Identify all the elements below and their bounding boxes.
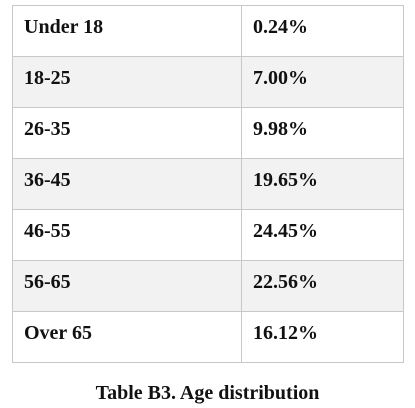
table-caption: Table B3. Age distribution [95,382,320,404]
percentage-cell: 7.00% [241,56,404,108]
percentage-cell: 24.45% [241,209,404,261]
table-row: 18-25 7.00% [12,56,404,108]
table-row: 26-35 9.98% [12,107,404,159]
age-group-cell: Over 65 [12,311,242,363]
percentage-cell: 19.65% [241,158,404,210]
table-row: Under 18 0.24% [12,5,404,57]
age-group-cell: 36-45 [12,158,242,210]
percentage-cell: 9.98% [241,107,404,159]
table-row: 56-65 22.56% [12,260,404,312]
percentage-cell: 22.56% [241,260,404,312]
table-row: Over 65 16.12% [12,311,404,363]
percentage-cell: 16.12% [241,311,404,363]
age-group-cell: 46-55 [12,209,242,261]
age-group-cell: Under 18 [12,5,242,57]
age-group-cell: 26-35 [12,107,242,159]
age-group-cell: 18-25 [12,56,242,108]
age-group-cell: 56-65 [12,260,242,312]
table-row: 36-45 19.65% [12,158,404,210]
percentage-cell: 0.24% [241,5,404,57]
table-row: 46-55 24.45% [12,209,404,261]
table-body: Under 18 0.24% 18-25 7.00% 26-35 9.98% 36-45 19… [12,5,404,363]
age-table: Under 18 0.24% 18-25 7.00% 26-35 9.98% 36-45 19… [12,5,404,363]
